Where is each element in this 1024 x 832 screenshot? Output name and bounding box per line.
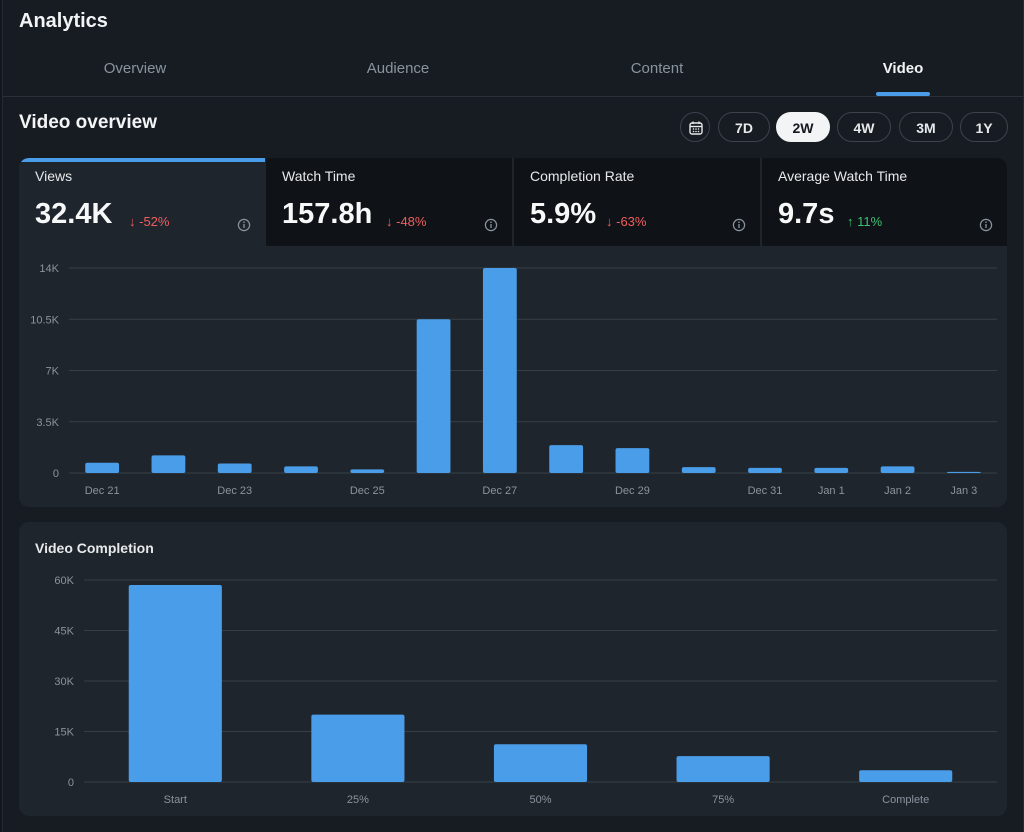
- x-tick-label: Complete: [882, 794, 929, 806]
- y-tick-label: 45K: [54, 626, 74, 638]
- metric-completion-rate[interactable]: Completion Rate 5.9% ↓ -63%: [514, 158, 760, 246]
- y-tick-label: 14K: [39, 263, 59, 275]
- x-tick-label: Jan 3: [950, 485, 977, 497]
- x-tick-label: Dec 21: [85, 485, 120, 497]
- y-tick-label: 7K: [46, 366, 60, 378]
- metric-views[interactable]: Views 32.4K ↓ -52%: [19, 158, 265, 246]
- metric-delta: ↓ -52%: [129, 214, 169, 229]
- chart-bar[interactable]: [311, 714, 405, 782]
- chart-bar[interactable]: [128, 585, 222, 782]
- metric-label: Views: [35, 168, 73, 184]
- range-1y-button[interactable]: 1Y: [960, 112, 1008, 142]
- chart-bar[interactable]: [85, 462, 120, 473]
- y-tick-label: 30K: [54, 676, 74, 688]
- overview-card: Views 32.4K ↓ -52% Watch Time 157.8h ↓ -…: [19, 158, 1007, 507]
- active-tab-indicator: [876, 92, 930, 96]
- tab-label: Content: [630, 60, 684, 77]
- metric-watch-time[interactable]: Watch Time 157.8h ↓ -48%: [266, 158, 512, 246]
- metric-delta-value: 11%: [857, 214, 883, 229]
- chart-bar[interactable]: [416, 319, 451, 473]
- views-bar-chart: 0 3.5K 7K 10.5K 14K Dec 21 Dec 23 Dec 25 Dec 27 D…: [30, 263, 997, 497]
- metric-label: Completion Rate: [530, 168, 635, 184]
- y-tick-label: 15K: [54, 727, 74, 739]
- metric-value: 9.7s: [778, 198, 835, 230]
- chart-bar[interactable]: [946, 471, 981, 473]
- y-tick-label: 60K: [54, 575, 74, 587]
- x-tick-label: Dec 25: [350, 485, 385, 497]
- range-2w-button[interactable]: 2W: [776, 112, 830, 142]
- video-completion-bar-chart: 0 15K 30K 45K 60K Start 25% 50% 75% Complete: [54, 575, 997, 806]
- metric-delta: ↑ 11%: [847, 214, 882, 229]
- video-completion-card: Video Completion 0 15K 30K 45K 60K Start 25% 50…: [19, 522, 1007, 816]
- x-tick-label: Jan 2: [884, 485, 911, 497]
- y-tick-label: 3.5K: [36, 417, 59, 429]
- chart-title: Video Completion: [35, 540, 154, 556]
- tab-label: Overview: [103, 60, 167, 77]
- chart-bar[interactable]: [217, 463, 252, 473]
- tab-label: Audience: [366, 60, 430, 77]
- chart-bar[interactable]: [284, 466, 318, 473]
- section-title: Video overview: [19, 112, 157, 133]
- calendar-button[interactable]: [680, 112, 710, 142]
- arrow-down-icon: ↓: [606, 214, 617, 229]
- arrow-down-icon: ↓: [386, 214, 397, 229]
- x-tick-label: Dec 31: [748, 485, 783, 497]
- metric-delta-value: -52%: [139, 214, 170, 229]
- chart-bar[interactable]: [482, 268, 517, 473]
- x-tick-label: 25%: [347, 794, 369, 806]
- info-icon[interactable]: [484, 218, 498, 232]
- metric-value: 157.8h: [282, 198, 373, 230]
- metric-delta-value: -63%: [616, 214, 647, 229]
- chart-bar[interactable]: [493, 744, 588, 782]
- x-tick-label: 50%: [529, 794, 551, 806]
- range-7d-button[interactable]: 7D: [718, 112, 770, 142]
- info-icon[interactable]: [732, 218, 746, 232]
- tab-bar: Overview Audience Content Video: [3, 50, 1023, 97]
- tab-audience[interactable]: Audience: [298, 50, 498, 96]
- metric-delta-value: -48%: [396, 214, 427, 229]
- y-tick-label: 0: [68, 777, 74, 789]
- x-tick-label: Dec 23: [217, 485, 252, 497]
- y-tick-label: 0: [53, 468, 59, 480]
- metric-value: 5.9%: [530, 198, 597, 230]
- range-4w-button[interactable]: 4W: [837, 112, 891, 142]
- x-tick-label: 75%: [712, 794, 734, 806]
- arrow-down-icon: ↓: [129, 214, 140, 229]
- arrow-up-icon: ↑: [847, 214, 858, 229]
- info-icon[interactable]: [237, 218, 251, 232]
- chart-bar[interactable]: [151, 455, 186, 473]
- tab-label: Video: [882, 60, 924, 77]
- info-icon[interactable]: [979, 218, 993, 232]
- tab-content[interactable]: Content: [557, 50, 757, 96]
- app-title: Analytics: [19, 10, 108, 32]
- chart-bar[interactable]: [880, 466, 915, 473]
- metric-average-watch-time[interactable]: Average Watch Time 9.7s ↑ 11%: [762, 158, 1007, 246]
- metric-tabs: Views 32.4K ↓ -52% Watch Time 157.8h ↓ -…: [19, 158, 1007, 246]
- chart-bar[interactable]: [676, 756, 770, 782]
- metric-delta: ↓ -63%: [606, 214, 646, 229]
- range-3m-button[interactable]: 3M: [899, 112, 953, 142]
- x-tick-label: Dec 27: [482, 485, 517, 497]
- metric-value: 32.4K: [35, 198, 113, 230]
- x-tick-label: Dec 29: [615, 485, 650, 497]
- calendar-icon: [689, 121, 703, 135]
- chart-bar[interactable]: [350, 469, 385, 473]
- tab-video[interactable]: Video: [803, 50, 1003, 96]
- metric-delta: ↓ -48%: [386, 214, 426, 229]
- y-tick-label: 10.5K: [30, 314, 59, 326]
- metric-label: Average Watch Time: [778, 168, 908, 184]
- chart-bar[interactable]: [549, 445, 584, 473]
- tab-overview[interactable]: Overview: [35, 50, 235, 96]
- chart-bar[interactable]: [681, 467, 716, 473]
- chart-bar[interactable]: [615, 448, 650, 473]
- metric-label: Watch Time: [282, 168, 356, 184]
- chart-bar[interactable]: [748, 467, 782, 473]
- active-metric-indicator: [19, 158, 265, 162]
- chart-bar[interactable]: [814, 467, 849, 473]
- chart-bar[interactable]: [859, 770, 953, 782]
- x-tick-label: Start: [164, 794, 187, 806]
- x-tick-label: Jan 1: [818, 485, 845, 497]
